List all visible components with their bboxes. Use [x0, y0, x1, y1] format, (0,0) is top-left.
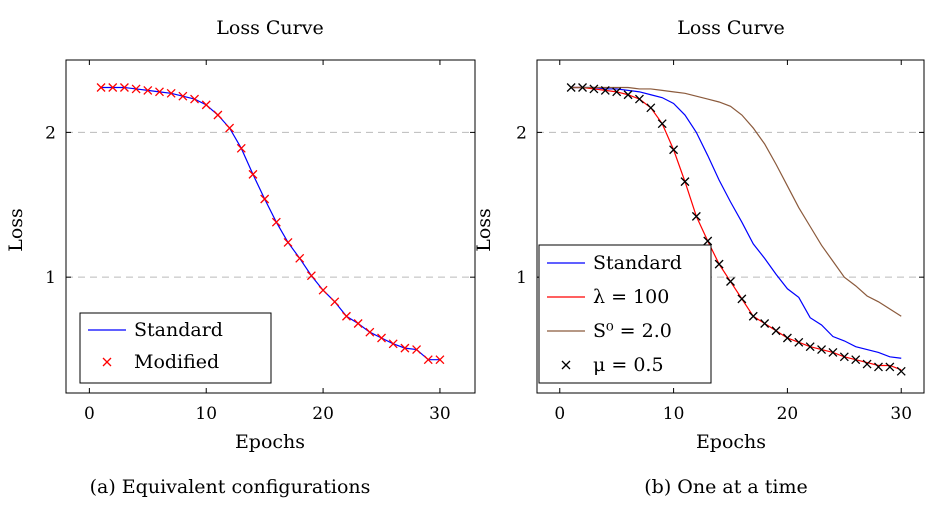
x-tick-label: 0: [554, 404, 565, 424]
data-point: [726, 277, 735, 286]
data-point: [669, 145, 679, 155]
data-point: [874, 362, 883, 372]
x-axis-label-b: Epochs: [696, 431, 766, 453]
x-tick-label: 20: [777, 404, 799, 424]
plot-frame: [65, 59, 476, 394]
legend-label: Standard: [134, 319, 223, 341]
data-point: [691, 211, 701, 221]
data-point: [412, 345, 422, 355]
data-point: [805, 342, 815, 352]
data-point: [680, 177, 690, 187]
data-point: [330, 297, 340, 307]
legend-box: [79, 312, 272, 384]
data-point: [236, 143, 246, 153]
y-tick-label: 1: [45, 268, 56, 288]
data-point: [155, 87, 164, 97]
data-point: [862, 359, 872, 369]
data-point: [400, 343, 410, 353]
x-tick-label: 10: [195, 404, 217, 424]
y-tick-label: 2: [45, 123, 56, 143]
data-point: [612, 87, 622, 97]
data-point: [839, 352, 849, 362]
data-point: [748, 311, 758, 321]
data-point: [108, 83, 118, 92]
data-point: [306, 271, 316, 281]
data-point: [657, 119, 667, 129]
data-point: [817, 345, 827, 355]
data-point: [634, 94, 644, 104]
caption-b: (b) One at a time: [644, 476, 807, 498]
legend-swatch: [102, 357, 112, 367]
data-point: [771, 326, 781, 336]
chart-panel-b: Loss Curve Loss Epochs (b) One at a time…: [473, 17, 925, 498]
x-tick-label: 30: [890, 404, 912, 424]
chart-title-b: Loss Curve: [677, 17, 784, 39]
legend-label: λ = 100: [593, 286, 669, 308]
legend-swatch: [561, 360, 571, 370]
data-point: [318, 285, 328, 295]
legend-label: Standard: [593, 252, 682, 274]
data-point: [295, 253, 305, 263]
x-tick-label: 20: [312, 404, 334, 424]
series-line-1: [571, 86, 902, 371]
data-point: [190, 94, 200, 104]
y-tick-label: 2: [516, 123, 527, 143]
data-point: [248, 169, 258, 179]
data-point: [178, 91, 188, 101]
legend-label: μ = 0.5: [593, 354, 664, 376]
data-point: [341, 311, 351, 321]
x-tick-label: 30: [429, 404, 451, 424]
data-point: [623, 90, 633, 100]
data-point: [703, 236, 713, 246]
data-point: [283, 237, 293, 247]
data-point: [131, 84, 141, 94]
data-point: [423, 355, 433, 365]
data-point: [737, 294, 747, 304]
data-point: [566, 83, 576, 92]
chart-title-a: Loss Curve: [216, 17, 323, 39]
legend-label: Modified: [134, 351, 219, 373]
data-point: [828, 348, 838, 357]
data-point: [260, 194, 270, 204]
series-line-0: [571, 86, 902, 359]
data-point: [271, 217, 281, 227]
y-axis-label-a: Loss: [5, 208, 27, 252]
data-point: [353, 319, 363, 328]
chart-panel-a: Loss Curve Loss Epochs (a) Equivalent co…: [5, 17, 476, 498]
data-point: [435, 355, 445, 365]
data-point: [119, 83, 129, 92]
data-point: [388, 339, 398, 349]
series-line-2: [571, 86, 902, 317]
series-line-0: [101, 86, 440, 361]
y-axis-label-b: Loss: [473, 208, 495, 252]
y-tick-label: 1: [516, 268, 527, 288]
data-point: [589, 84, 599, 94]
data-point: [377, 333, 386, 343]
data-point: [794, 337, 804, 347]
x-tick-label: 10: [663, 404, 685, 424]
data-point: [896, 366, 906, 376]
data-point: [201, 100, 211, 110]
data-point: [646, 103, 656, 113]
data-point: [96, 83, 106, 92]
x-axis-label-a: Epochs: [235, 431, 305, 453]
x-tick-label: 0: [84, 404, 95, 424]
data-point: [143, 85, 153, 95]
data-point: [166, 88, 176, 98]
plot-frame: [536, 59, 925, 394]
data-point: [851, 355, 861, 365]
data-point: [885, 362, 895, 372]
data-point: [714, 259, 724, 269]
legend-box: [538, 244, 712, 384]
data-point: [578, 83, 587, 92]
data-point: [225, 123, 235, 133]
data-point: [782, 333, 792, 343]
data-point: [760, 319, 770, 328]
data-point: [213, 110, 223, 120]
data-point: [600, 85, 610, 95]
data-point: [365, 327, 375, 337]
caption-a: (a) Equivalent configurations: [90, 476, 371, 498]
legend-label: S⁰ = 2.0: [593, 320, 672, 342]
